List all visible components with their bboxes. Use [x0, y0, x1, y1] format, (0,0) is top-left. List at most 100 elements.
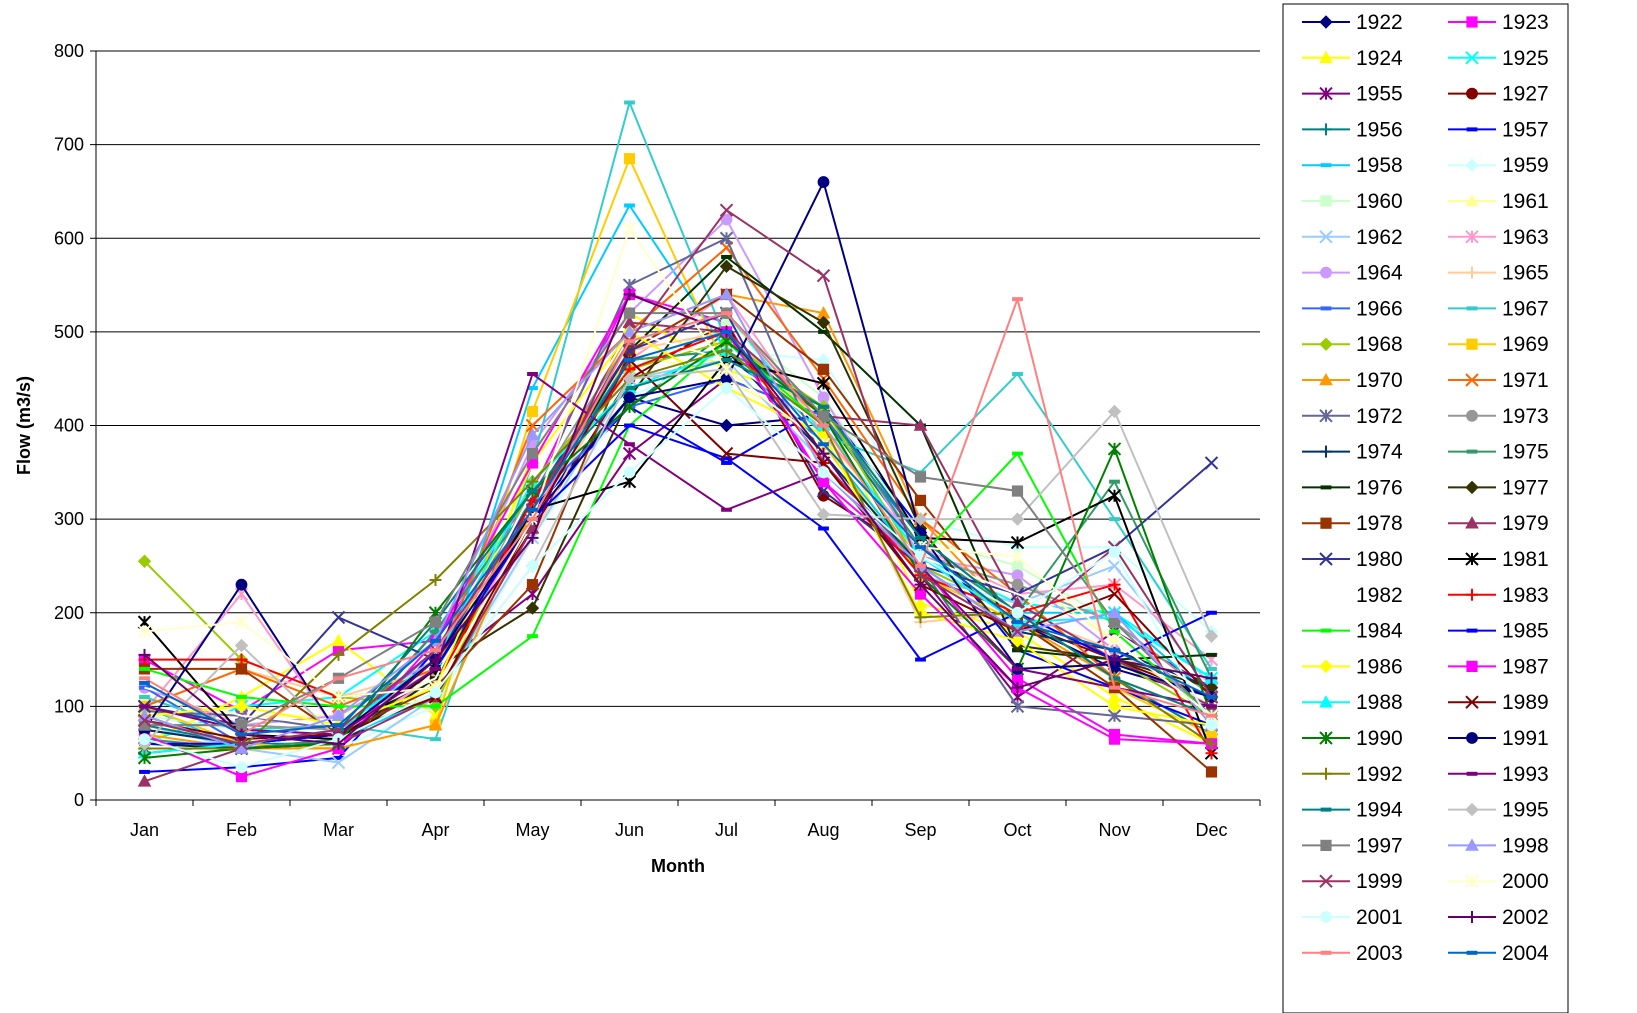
- legend-entry-1982: 1982: [1302, 584, 1403, 607]
- data-point: [137, 554, 152, 568]
- legend-marker: [1319, 15, 1333, 29]
- legend-entry-1925: 1925: [1448, 47, 1549, 70]
- legend-label: 1972: [1356, 405, 1403, 428]
- legend-marker: [1320, 767, 1332, 780]
- data-point: [1011, 606, 1024, 619]
- data-point: [1011, 578, 1024, 591]
- legend-entry-1959: 1959: [1448, 154, 1549, 177]
- legend-label: 1976: [1356, 476, 1403, 499]
- data-point: [234, 638, 249, 653]
- data-point: [816, 376, 831, 391]
- legend-marker: [1465, 874, 1479, 888]
- data-point: [1010, 512, 1025, 526]
- legend-label: 1983: [1502, 584, 1549, 607]
- data-point: [137, 624, 152, 639]
- legend-entry-1985: 1985: [1448, 620, 1549, 643]
- legend-label: 1960: [1356, 190, 1403, 213]
- legend-entry-1960: 1960: [1302, 190, 1403, 213]
- data-point: [1010, 634, 1025, 648]
- data-point: [623, 307, 636, 319]
- data-point: [429, 573, 442, 586]
- data-point: [622, 324, 637, 338]
- legend-entry-1995: 1995: [1448, 799, 1549, 822]
- legend-entry-1962: 1962: [1302, 226, 1403, 249]
- legend-marker: [1320, 911, 1332, 923]
- series-line: [144, 227, 1213, 717]
- series-line: [144, 293, 1212, 745]
- data-point: [817, 363, 830, 375]
- legend-entry-1990: 1990: [1302, 727, 1403, 750]
- x-tick-label: Mar: [323, 820, 354, 840]
- legend-label: 2002: [1502, 906, 1549, 929]
- legend-label: 1959: [1502, 154, 1549, 177]
- legend-entry-1983: 1983: [1448, 584, 1549, 607]
- data-point: [1204, 629, 1219, 643]
- data-point: [914, 494, 927, 506]
- series-line: [144, 330, 1213, 708]
- legend-label: 1995: [1502, 799, 1549, 822]
- data-point: [331, 633, 346, 647]
- legend-label: 1966: [1356, 297, 1403, 320]
- x-tick-label: Oct: [1003, 820, 1031, 840]
- data-point: [1010, 535, 1025, 550]
- legend-label: 1925: [1502, 47, 1549, 70]
- legend-marker: [1319, 552, 1333, 566]
- legend-marker: [1466, 16, 1478, 28]
- legend-label: 1991: [1502, 727, 1549, 750]
- data-point: [1011, 681, 1024, 694]
- data-point: [234, 615, 249, 629]
- data-point: [914, 578, 927, 591]
- legend-marker: [1320, 195, 1332, 207]
- y-tick-label: 100: [54, 696, 84, 716]
- legend-label: 1986: [1356, 655, 1403, 678]
- series-line: [144, 373, 1212, 736]
- data-point: [429, 653, 442, 666]
- series-line: [143, 298, 1212, 736]
- legend-entry-1988: 1988: [1302, 691, 1403, 714]
- data-point: [235, 578, 248, 591]
- data-point: [138, 648, 151, 661]
- x-tick-label: Jul: [715, 820, 738, 840]
- legend-label: 1980: [1356, 548, 1403, 571]
- legend-entry-1976: 1976: [1302, 476, 1403, 499]
- x-tick-label: May: [515, 820, 549, 840]
- series-line: [143, 293, 1212, 745]
- legend-marker: [1466, 409, 1478, 422]
- legend-label: 1994: [1356, 799, 1403, 822]
- legend-label: 1987: [1502, 655, 1549, 678]
- legend-label: 1997: [1356, 834, 1403, 857]
- legend-entry-2003: 2003: [1302, 942, 1403, 965]
- data-point: [526, 560, 539, 572]
- legend-marker: [1466, 338, 1478, 350]
- data-point: [1107, 559, 1122, 573]
- legend-entry-1958: 1958: [1302, 154, 1403, 177]
- legend-entry-1975: 1975: [1448, 441, 1549, 464]
- x-tick-label: Jun: [615, 820, 644, 840]
- legend-label: 1982: [1356, 584, 1403, 607]
- legend-label: 1969: [1502, 333, 1549, 356]
- data-point: [720, 382, 733, 394]
- series-line: [144, 349, 1213, 750]
- legend-entry-1956: 1956: [1302, 118, 1403, 141]
- legend-marker: [1465, 193, 1479, 207]
- legend-marker: [1320, 266, 1332, 279]
- legend-marker: [1465, 230, 1479, 244]
- data-point: [331, 610, 346, 625]
- legend-entry-2002: 2002: [1448, 906, 1549, 929]
- legend-entry-1927: 1927: [1448, 83, 1549, 106]
- legend-entry-1986: 1986: [1302, 655, 1403, 678]
- legend-marker: [1320, 445, 1332, 458]
- data-point: [526, 475, 539, 488]
- data-point: [1205, 719, 1218, 731]
- data-point: [623, 153, 636, 165]
- legend-entry-1922: 1922: [1302, 11, 1403, 34]
- data-point: [720, 344, 733, 357]
- legend-label: 1957: [1502, 118, 1549, 141]
- data-point: [526, 579, 539, 591]
- legend-entry-1967: 1967: [1448, 297, 1549, 320]
- legend-entry-1971: 1971: [1448, 369, 1549, 392]
- data-point: [719, 231, 734, 245]
- data-point: [719, 446, 734, 461]
- legend-entry-1997: 1997: [1302, 834, 1403, 857]
- data-point: [526, 405, 539, 418]
